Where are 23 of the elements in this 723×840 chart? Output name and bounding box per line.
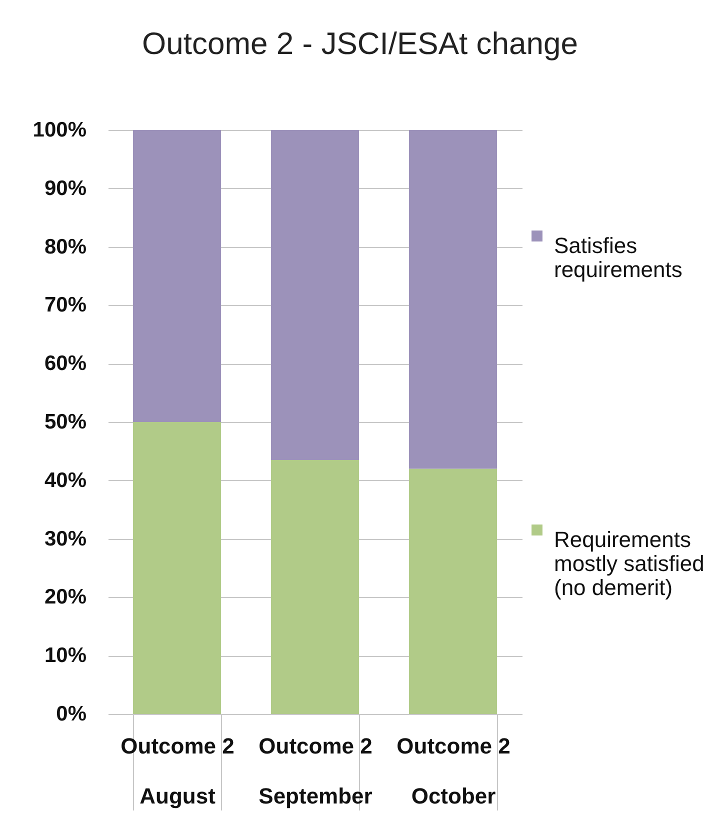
legend-label: Requirements mostly satisfied (no demerit) <box>554 527 704 600</box>
y-tick-label: 60% <box>44 352 87 376</box>
bar <box>271 460 359 714</box>
y-tick-label: 10% <box>44 644 87 668</box>
bar <box>271 130 359 460</box>
x-tick-label: Outcome 2 September <box>258 734 373 808</box>
y-tick-label: 0% <box>56 702 87 726</box>
y-tick-label: 100% <box>32 118 87 142</box>
y-tick-label: 90% <box>44 176 87 200</box>
y-tick-label: 20% <box>44 586 87 609</box>
chart-title: Outcome 2 - JSCI/ESAt change <box>142 26 578 61</box>
bar <box>409 130 497 469</box>
x-tick-label: Outcome 2 October <box>396 734 510 808</box>
x-tick-label: Outcome 2 August <box>120 734 234 808</box>
y-tick-label: 80% <box>44 235 87 258</box>
legend-label: Satisfies requirements <box>554 233 682 282</box>
y-tick-label: 40% <box>44 468 87 492</box>
bar <box>133 130 221 422</box>
y-tick-label: 70% <box>44 294 87 317</box>
y-tick-label: 30% <box>44 527 87 550</box>
bar <box>133 422 221 714</box>
bar <box>409 468 497 714</box>
y-tick-label: 50% <box>44 410 87 434</box>
